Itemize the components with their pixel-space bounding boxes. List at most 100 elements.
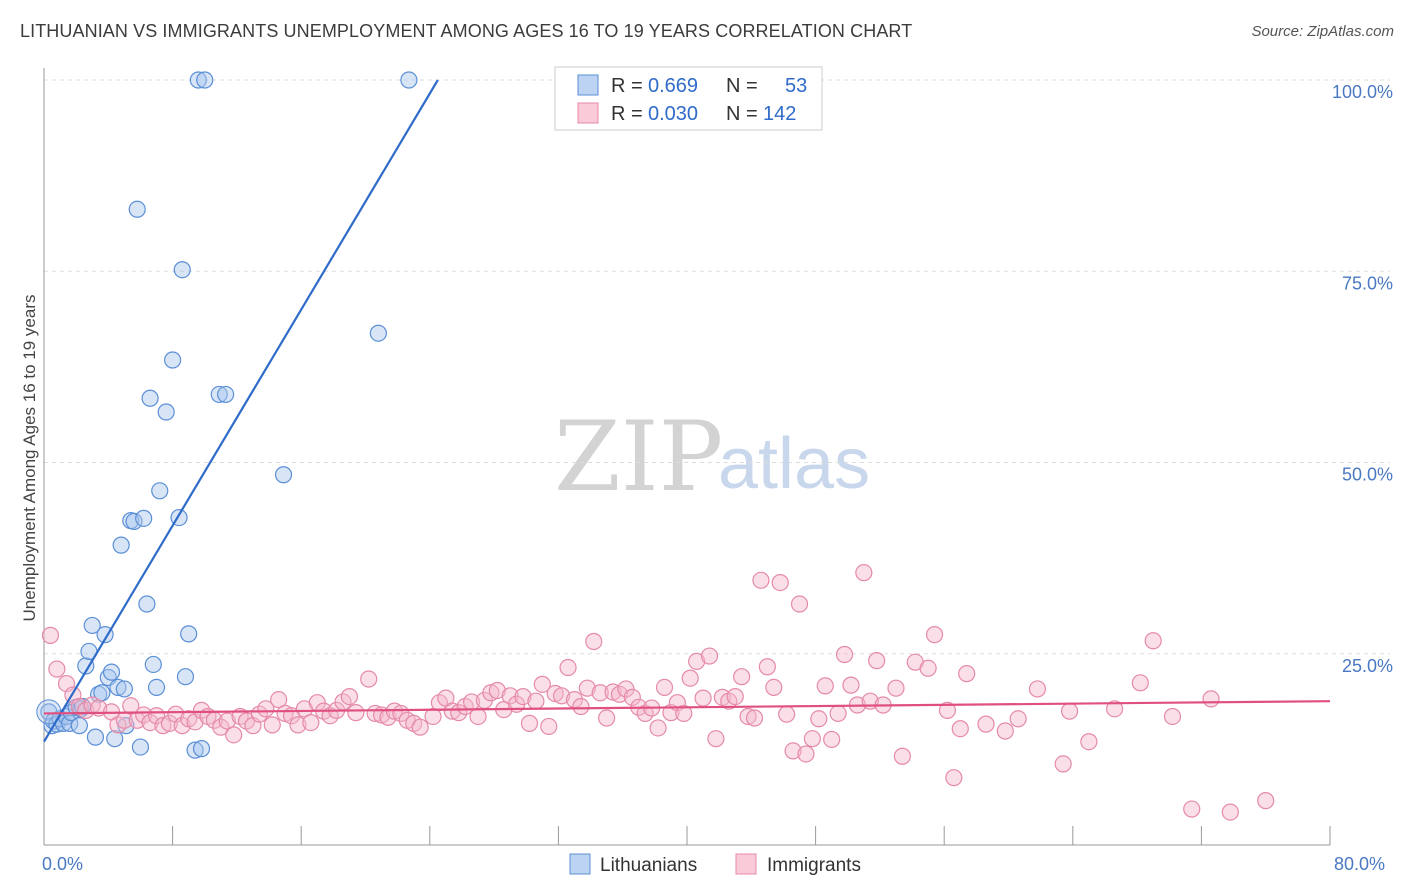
lithuanians-point-33: [141, 389, 159, 407]
immigrants-point-73: [533, 675, 551, 693]
lithuanians-point-15: [83, 616, 101, 635]
immigrants-point-150: [1257, 792, 1275, 810]
lithuanians-point-36: [151, 482, 169, 500]
lithuanians-point-35: [147, 678, 166, 697]
legend-n-label-1: N =: [726, 75, 758, 97]
immigrants-point-133: [945, 769, 963, 787]
series-immigrants: [41, 564, 1275, 821]
lithuanians-point-37: [157, 403, 175, 421]
immigrants-point-37: [289, 716, 307, 734]
y-tick-labels: 25.0% 50.0% 75.0% 100.0%: [1332, 82, 1393, 676]
lithuanians-point-25: [115, 680, 133, 698]
immigrants-point-111: [778, 705, 796, 723]
immigrants-point-128: [893, 747, 912, 765]
immigrants-point-95: [675, 704, 693, 723]
immigrants-point-96: [681, 669, 699, 687]
lithuanians-point-44: [189, 71, 207, 89]
legend-n-label-2: N =: [726, 103, 758, 125]
immigrants-point-26: [218, 712, 236, 730]
legend-r-value-1: 0.669: [648, 75, 698, 97]
immigrants-point-19: [173, 717, 191, 735]
immigrants-point-118: [823, 730, 841, 749]
immigrants-point-79: [572, 697, 590, 716]
lithuanians-point-30: [131, 738, 150, 756]
lithuanians-point-13: [77, 657, 95, 675]
y-tick-label-100: 100.0%: [1332, 82, 1393, 102]
lithuanians-point-22: [106, 730, 124, 748]
lithuanians-point-24: [112, 536, 130, 554]
immigrants-point-119: [829, 704, 847, 723]
immigrants-point-11: [122, 697, 140, 715]
immigrants-point-145: [1144, 632, 1162, 650]
immigrants-point-92: [655, 678, 674, 697]
immigrants-point-125: [868, 652, 886, 670]
lithuanians-point-49: [274, 466, 293, 484]
immigrants-point-123: [855, 564, 873, 582]
immigrants-point-81: [585, 632, 603, 651]
immigrants-point-117: [816, 677, 834, 695]
immigrants-point-55: [411, 718, 429, 736]
immigrants-point-114: [797, 745, 815, 763]
lithuanians-point-40: [173, 261, 191, 279]
immigrants-point-112: [784, 742, 802, 760]
legend-n-value-2: 142: [763, 103, 796, 125]
immigrants-point-108: [758, 658, 776, 676]
legend-r-label-1: R =: [611, 75, 643, 97]
lithuanians-point-51: [400, 71, 418, 89]
lithuanians-point-16: [86, 728, 105, 746]
immigrants-point-25: [212, 718, 230, 736]
x-tick-label-max: 80.0%: [1334, 854, 1385, 874]
lithuanians-point-43: [186, 741, 204, 759]
gridlines: [44, 79, 1390, 655]
immigrants-point-121: [842, 676, 860, 694]
immigrants-point-93: [662, 704, 680, 722]
immigrants-point-34: [270, 691, 288, 709]
immigrants-point-104: [733, 668, 751, 686]
immigrants-point-66: [488, 681, 506, 700]
immigrants-point-27: [225, 726, 243, 744]
immigrants-point-120: [835, 645, 854, 664]
immigrants-point-98: [694, 689, 712, 707]
immigrants-point-107: [752, 571, 770, 589]
lithuanians-point-38: [164, 351, 182, 369]
immigrants-point-105: [739, 707, 757, 726]
immigrants-point-14: [141, 713, 159, 732]
legend-swatch-lithuanians: [577, 74, 599, 96]
immigrants-point-144: [1131, 674, 1149, 692]
immigrants-point-70: [514, 687, 532, 706]
bottom-legend-swatch-immigrants: [735, 853, 757, 875]
immigrants-point-46: [347, 704, 365, 722]
x-axis-ticks: [172, 826, 1331, 845]
immigrants-point-74: [540, 717, 558, 736]
series-legend: Lithuanians Immigrants: [569, 853, 861, 876]
watermark-atlas: atlas: [718, 424, 870, 504]
immigrants-point-147: [1183, 800, 1201, 818]
immigrants-point-56: [424, 707, 442, 726]
trendline-lithuanians: [43, 79, 439, 743]
immigrants-point-113: [790, 595, 809, 613]
immigrants-point-110: [771, 574, 789, 592]
immigrants-point-45: [340, 687, 359, 706]
immigrants-point-82: [591, 684, 609, 702]
immigrants-point-91: [649, 719, 667, 737]
immigrants-point-1: [48, 660, 66, 678]
immigrants-point-76: [553, 687, 571, 705]
immigrants-point-136: [977, 715, 995, 733]
lithuanians-point-42: [180, 625, 198, 643]
immigrants-point-130: [919, 659, 937, 677]
immigrants-point-135: [958, 665, 976, 683]
immigrants-point-103: [726, 687, 744, 706]
lithuanians-point-23: [109, 678, 127, 697]
immigrants-point-17: [160, 714, 178, 732]
immigrants-point-71: [520, 714, 539, 732]
y-tick-label-50: 50.0%: [1342, 465, 1393, 485]
trendline-immigrants: [43, 700, 1331, 715]
y-axis-label: Unemployment Among Ages 16 to 19 years: [20, 295, 39, 622]
stats-legend: R = 0.669 N = 53 R = 0.030 N = 142: [554, 66, 823, 131]
immigrants-point-140: [1054, 755, 1072, 773]
lithuanians-point-41: [176, 668, 195, 686]
lithuanians-point-47: [210, 385, 228, 404]
immigrants-point-134: [951, 720, 969, 738]
immigrants-point-139: [1028, 680, 1047, 698]
